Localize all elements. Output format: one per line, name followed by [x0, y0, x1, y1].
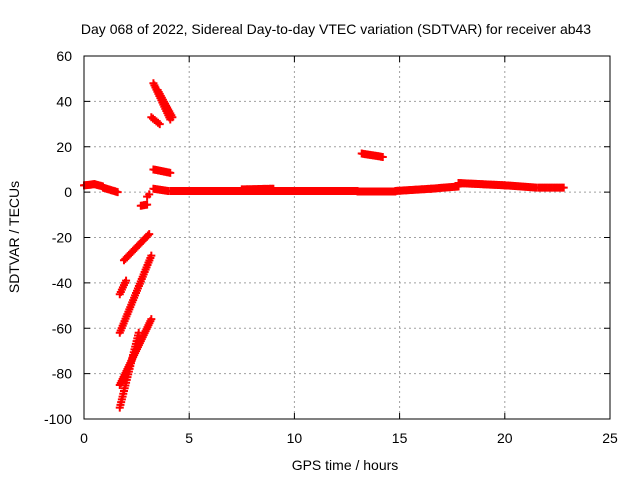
data-point — [113, 188, 122, 197]
y-tick-label: 40 — [56, 93, 72, 109]
data-point — [378, 152, 387, 161]
data-point — [559, 183, 568, 192]
y-tick-label: -40 — [52, 275, 72, 291]
data-point — [147, 315, 156, 324]
data-point — [145, 230, 154, 239]
data-point — [155, 120, 164, 129]
y-tick-label: -80 — [52, 366, 72, 382]
x-axis-title: GPS time / hours — [292, 457, 399, 473]
data-point — [166, 168, 175, 177]
grid — [84, 56, 610, 419]
x-tick-label: 0 — [80, 430, 88, 446]
y-tick-label: -20 — [52, 230, 72, 246]
data-point — [168, 113, 177, 122]
chart-title: Day 068 of 2022, Sidereal Day-to-day VTE… — [81, 21, 591, 37]
data-point — [134, 328, 143, 337]
data-point — [143, 231, 152, 240]
x-tick-label: 5 — [185, 430, 193, 446]
data-point — [269, 184, 278, 193]
data-point — [147, 251, 156, 260]
data-point — [122, 276, 131, 285]
y-tick-label: 60 — [56, 48, 72, 64]
data-points — [80, 79, 568, 412]
y-tick-labels: -100 -80 -60 -40 -20 0 20 40 60 — [44, 48, 72, 427]
data-point — [145, 190, 154, 199]
x-tick-labels: 0 5 10 15 20 25 — [80, 430, 618, 446]
y-tick-label: -100 — [44, 411, 72, 427]
x-tick-label: 25 — [602, 430, 618, 446]
x-tick-label: 20 — [497, 430, 513, 446]
y-tick-label: -60 — [52, 320, 72, 336]
y-tick-label: 0 — [64, 184, 72, 200]
x-tick-label: 10 — [287, 430, 303, 446]
data-point — [143, 200, 152, 209]
y-tick-label: 20 — [56, 139, 72, 155]
x-tick-label: 15 — [392, 430, 408, 446]
axis-ticks — [83, 55, 611, 420]
y-axis-title: SDTVAR / TECUs — [6, 181, 22, 293]
